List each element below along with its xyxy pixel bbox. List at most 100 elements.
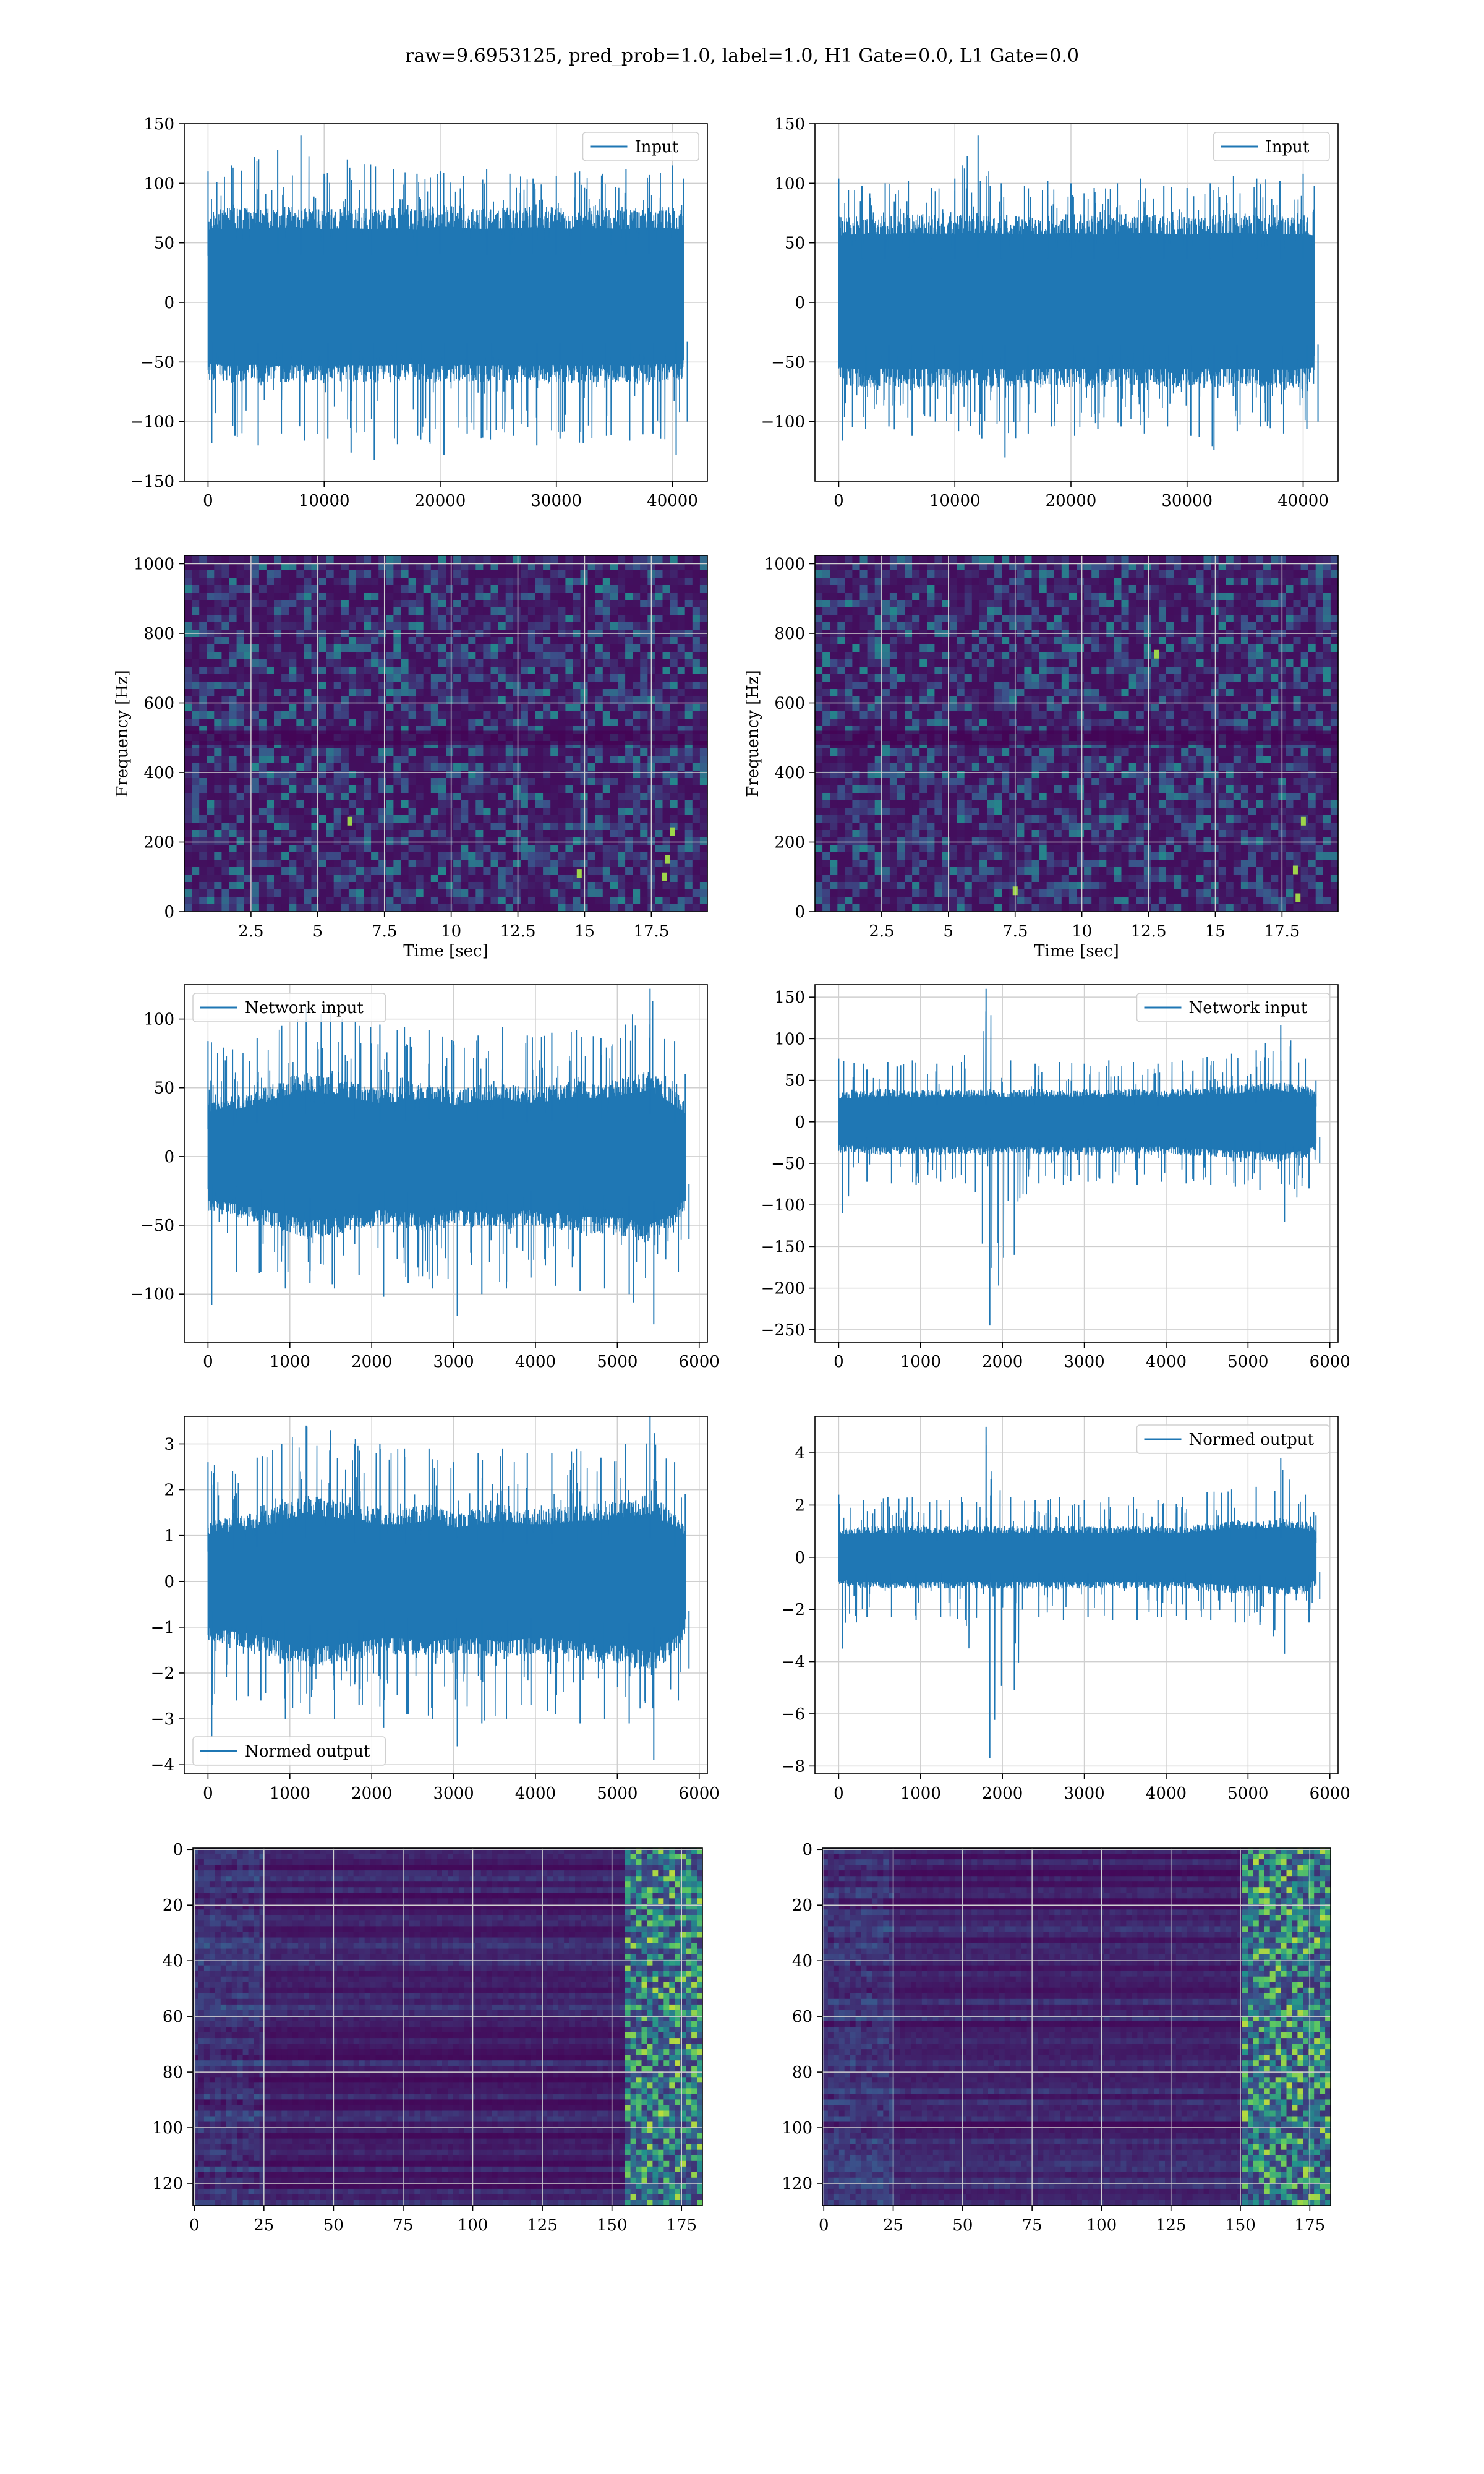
heatmap-cell (289, 570, 297, 578)
heatmap-cell (221, 570, 230, 578)
heatmap-cell (1300, 644, 1309, 653)
heatmap-cell (430, 600, 439, 608)
heatmap-cell (251, 785, 260, 794)
heatmap-cell (490, 615, 499, 623)
heatmap-cell (386, 615, 394, 623)
heatmap-cell (1158, 644, 1167, 653)
heatmap-cell (934, 674, 943, 682)
heatmap-cell (513, 689, 521, 697)
heatmap-cell (655, 682, 663, 690)
heatmap-cell (1114, 674, 1122, 682)
heatmap-cell (587, 696, 596, 704)
heatmap-cell (1121, 667, 1130, 675)
heatmap-cell (513, 615, 521, 623)
heatmap-cell (423, 800, 432, 808)
heatmap-cell (535, 615, 544, 623)
heatmap-cell (1061, 593, 1070, 601)
heatmap-cell (513, 704, 521, 712)
heatmap-cell (1166, 578, 1174, 586)
heatmap-cell (244, 785, 252, 794)
heatmap-cell (1091, 689, 1099, 697)
heatmap-cell (236, 808, 245, 816)
heatmap-cell (468, 808, 476, 816)
heatmap-cell (543, 845, 551, 853)
y-tick-label: 100 (143, 174, 174, 193)
heatmap-cell (386, 667, 394, 675)
heatmap-cell (364, 570, 372, 578)
heatmap-cell (199, 904, 207, 912)
heatmap-cell (1009, 585, 1017, 593)
heatmap-cell (1136, 667, 1145, 675)
heatmap-cell (1077, 555, 1085, 563)
heatmap-cell (1248, 674, 1256, 682)
heatmap-cell (371, 689, 379, 697)
heatmap-cell (1106, 578, 1114, 586)
heatmap-cell (505, 644, 514, 653)
heatmap-cell (475, 593, 484, 601)
heatmap-cell (677, 585, 686, 593)
heatmap-cell (461, 667, 469, 675)
heatmap-cell (341, 830, 349, 838)
heatmap-cell (207, 808, 215, 816)
heatmap-cell (618, 771, 626, 779)
heatmap-cell (595, 808, 603, 816)
heatmap-cell (845, 615, 853, 623)
heatmap-cell (618, 904, 626, 912)
heatmap-cell (348, 897, 357, 905)
heatmap-cell (565, 667, 574, 675)
heatmap-cell (1181, 593, 1189, 601)
heatmap-cell (318, 778, 327, 786)
heatmap-cell (281, 771, 289, 779)
heatmap-cell (633, 637, 641, 645)
heatmap-cell (1114, 637, 1122, 645)
heatmap-cell (1286, 607, 1294, 615)
heatmap-cell (919, 593, 927, 601)
heatmap-cell (859, 593, 868, 601)
heatmap-cell (699, 570, 708, 578)
heatmap-cell (602, 644, 611, 653)
heatmap-cell (289, 711, 297, 719)
heatmap-cell (244, 600, 252, 608)
heatmap-cell (453, 845, 461, 853)
heatmap-cell (602, 852, 611, 860)
heatmap-cell (461, 778, 469, 786)
heatmap-cell (692, 704, 701, 712)
heatmap-cell (214, 622, 222, 630)
heatmap-cell (912, 689, 920, 697)
heatmap-cell (505, 823, 514, 831)
heatmap-cell (258, 852, 267, 860)
heatmap-cell (214, 659, 222, 667)
heatmap-cell (558, 904, 566, 912)
heatmap-cell (408, 837, 417, 845)
heatmap-cell (1114, 622, 1122, 630)
heatmap-cell (595, 830, 603, 838)
heatmap-cell (1256, 607, 1264, 615)
heatmap-cell (513, 719, 521, 727)
heatmap-cell (1024, 667, 1033, 675)
heatmap-cell (1226, 689, 1234, 697)
x-tick-label: 7.5 (372, 922, 397, 941)
heatmap-cell (371, 622, 379, 630)
heatmap-cell (1188, 689, 1196, 697)
heatmap-cell (266, 719, 275, 727)
heatmap-cell (655, 593, 663, 601)
heatmap-cell (281, 682, 289, 690)
heatmap-cell (192, 800, 200, 808)
heatmap-cell (587, 704, 596, 712)
heatmap-cell (670, 763, 678, 771)
heatmap-cell (699, 882, 708, 890)
heatmap-cell (1031, 667, 1040, 675)
heatmap-cell (281, 585, 289, 593)
heatmap-cell (416, 593, 424, 601)
heatmap-cell (573, 585, 581, 593)
heatmap-cell (859, 570, 868, 578)
heatmap-cell (333, 644, 342, 653)
heatmap-cell (1166, 570, 1174, 578)
heatmap-cell (393, 837, 402, 845)
heatmap-cell (244, 570, 252, 578)
heatmap-cell (1039, 659, 1047, 667)
heatmap-cell (994, 600, 1002, 608)
heatmap-cell (184, 696, 192, 704)
heatmap-cell (1046, 555, 1055, 563)
heatmap-cell (602, 897, 611, 905)
